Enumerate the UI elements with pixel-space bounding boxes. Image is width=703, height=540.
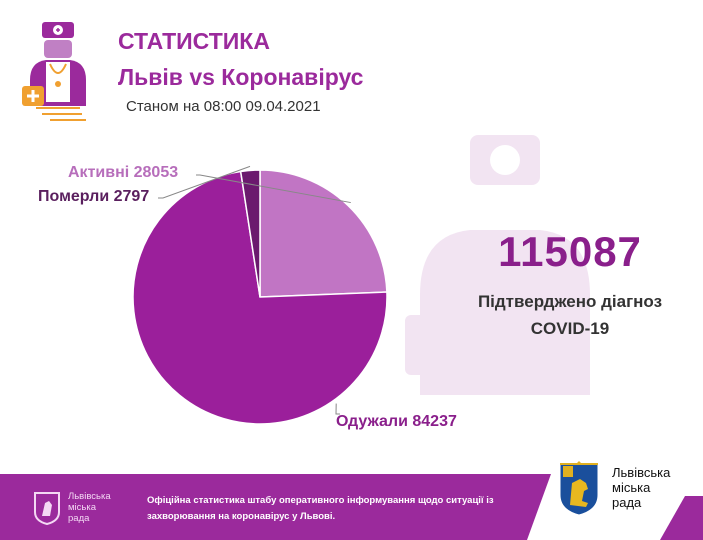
slice-label-Активні: Активні 28053 xyxy=(68,164,178,181)
total-confirmed-count: 115087 xyxy=(498,228,642,275)
doctor-illustration-icon xyxy=(22,22,86,121)
doctor-watermark-icon xyxy=(405,135,590,395)
page-title: СТАТИСТИКА xyxy=(118,28,270,54)
city-council-logo-icon xyxy=(34,492,60,526)
page-subtitle: Львів vs Коронавірус xyxy=(118,64,364,90)
slice-label-Померли: Померли 2797 xyxy=(38,188,149,205)
footer-note: Офіційна статистика штабу оперативного і… xyxy=(147,495,494,522)
brand-name: Львівська міська рада xyxy=(612,465,671,510)
lion-crest-icon xyxy=(559,461,599,516)
pie-slice-Активні xyxy=(259,169,388,298)
as-of-date: Станом на 08:00 09.04.2021 xyxy=(126,98,321,115)
leader-line-Одужали xyxy=(335,403,340,415)
total-confirmed-label: Підтверджено діагноз COVID-19 xyxy=(477,292,663,338)
slice-label-Одужали: Одужали 84237 xyxy=(336,413,457,430)
leader-line-Померли xyxy=(158,165,251,199)
footer-org-name: Львівська міська рада xyxy=(68,491,111,524)
leader-line-Активні xyxy=(196,174,351,204)
pie-slice-Одужали xyxy=(132,170,388,425)
pie-slice-Померли xyxy=(239,169,261,298)
